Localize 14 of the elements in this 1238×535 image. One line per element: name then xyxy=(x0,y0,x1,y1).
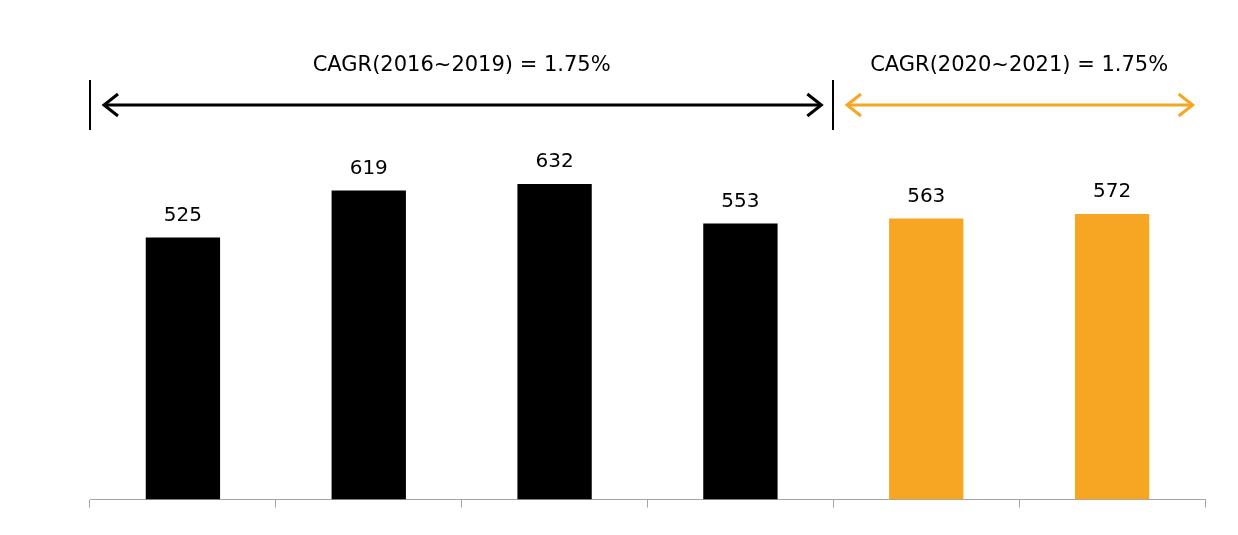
bar xyxy=(517,184,592,500)
bar xyxy=(145,237,221,500)
data-label: 619 xyxy=(349,154,388,179)
bar xyxy=(889,218,964,500)
bar xyxy=(1074,213,1150,500)
data-label: 525 xyxy=(163,201,203,226)
text: CAGR(2016~2019) = 1.75% xyxy=(311,52,612,76)
data-label: 572 xyxy=(1092,178,1132,203)
data-label: 553 xyxy=(721,187,760,212)
text: CAGR(2020~2021) = 1.75% xyxy=(869,52,1170,76)
data-label: 632 xyxy=(535,148,574,173)
bar xyxy=(703,223,778,500)
data-label: 563 xyxy=(907,182,946,207)
bar xyxy=(331,190,406,500)
